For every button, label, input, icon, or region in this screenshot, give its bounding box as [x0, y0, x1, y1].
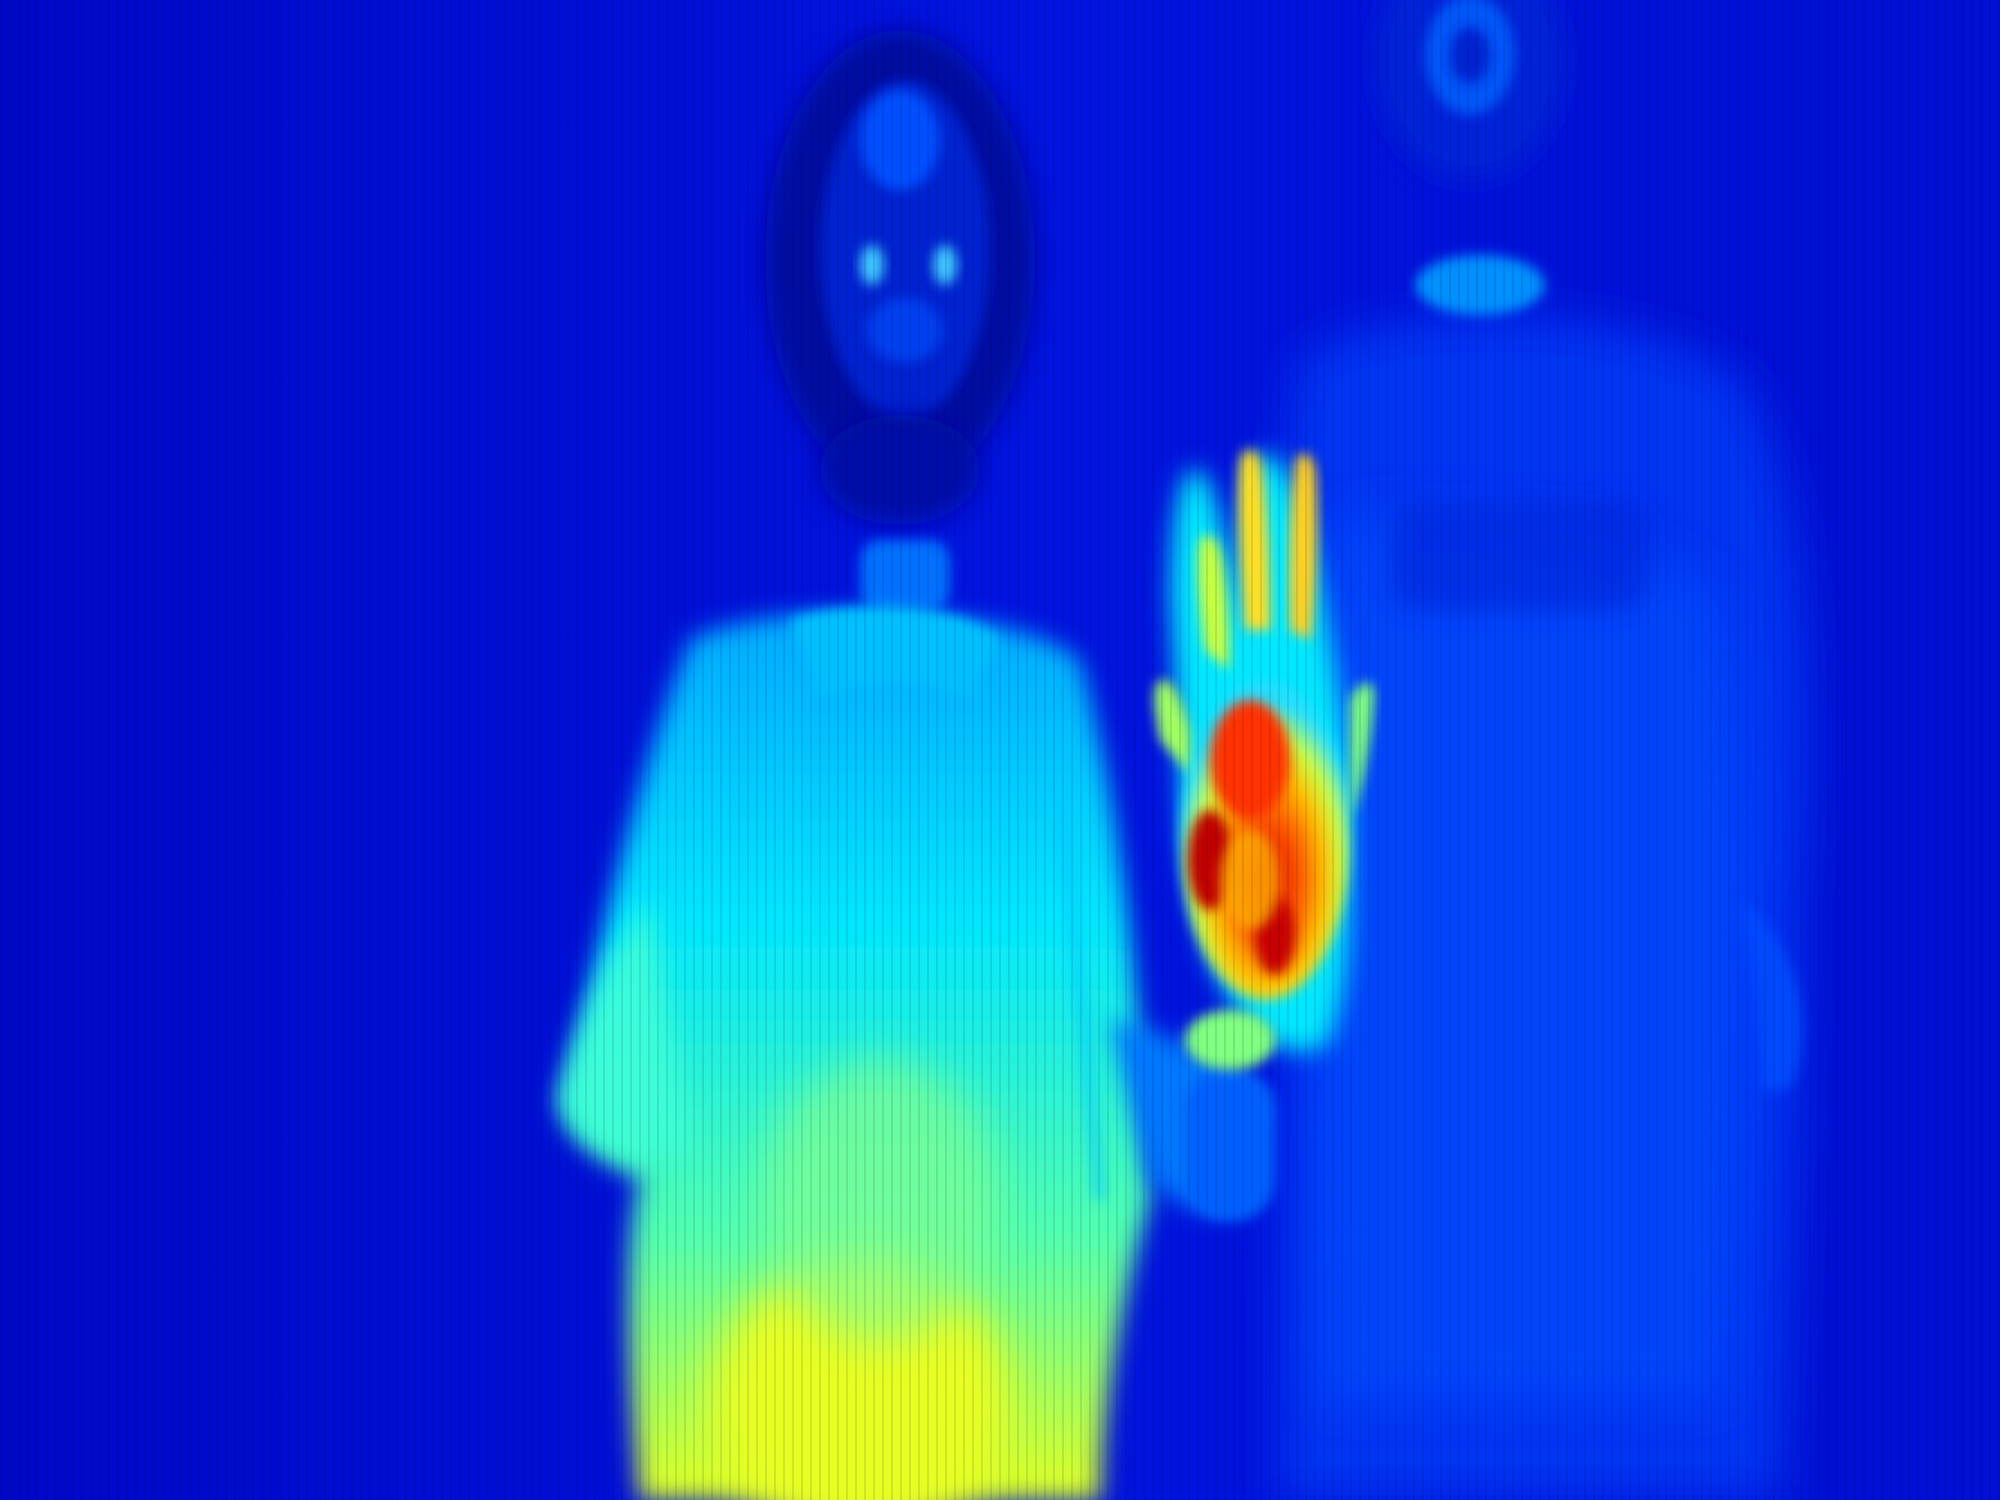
person-left [560, 30, 1275, 1500]
person-right [1280, 0, 1808, 1500]
raised-hand [1154, 449, 1374, 1070]
